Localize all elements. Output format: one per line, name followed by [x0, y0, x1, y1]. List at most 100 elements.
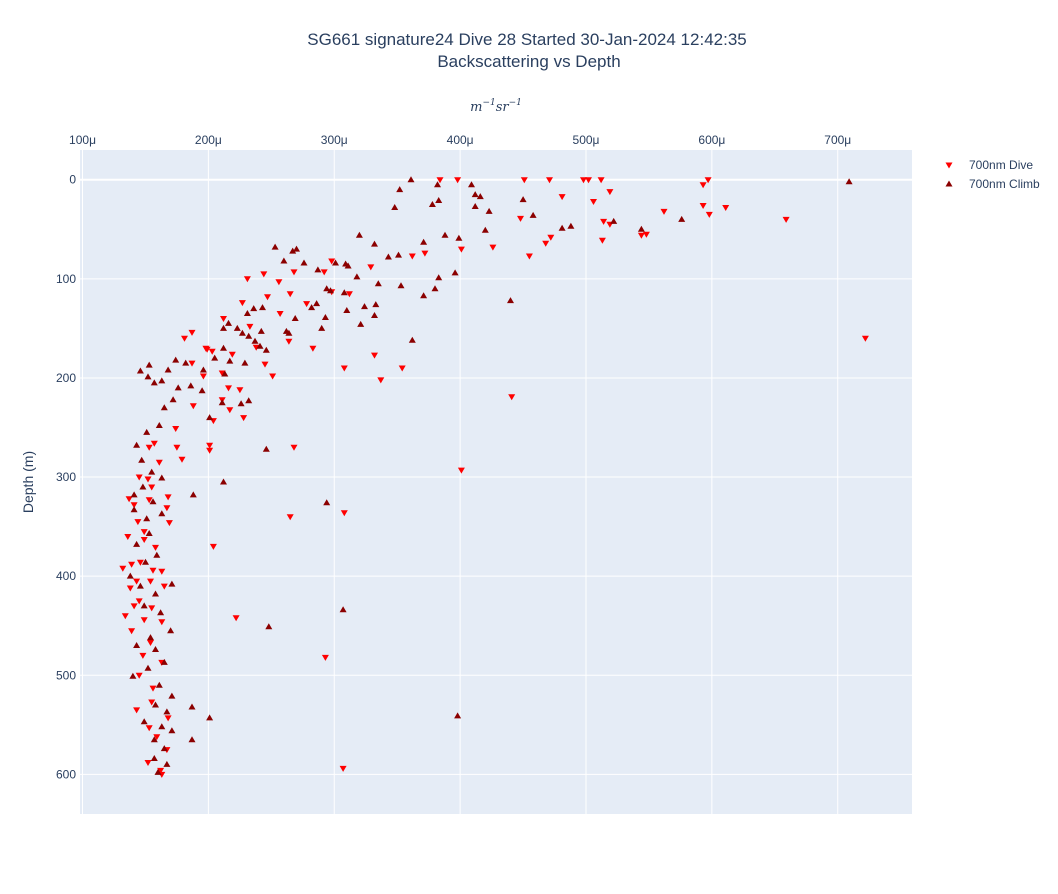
climb-point[interactable]: [220, 324, 227, 331]
dive-point[interactable]: [139, 652, 147, 659]
climb-point[interactable]: [136, 582, 144, 589]
dive-point[interactable]: [147, 578, 154, 585]
dive-point[interactable]: [208, 348, 216, 355]
climb-point[interactable]: [455, 234, 463, 241]
dive-point[interactable]: [517, 215, 524, 222]
climb-point[interactable]: [420, 238, 428, 245]
climb-point[interactable]: [136, 367, 144, 374]
dive-point[interactable]: [206, 447, 214, 454]
climb-point[interactable]: [160, 404, 168, 411]
dive-point[interactable]: [585, 177, 592, 184]
climb-point[interactable]: [145, 361, 153, 368]
dive-point[interactable]: [152, 544, 159, 551]
climb-point[interactable]: [428, 201, 436, 207]
dive-point[interactable]: [144, 476, 152, 483]
climb-point[interactable]: [163, 708, 171, 715]
dive-point[interactable]: [150, 440, 158, 447]
climb-point[interactable]: [271, 243, 279, 250]
climb-point[interactable]: [188, 736, 196, 743]
dive-point[interactable]: [203, 346, 211, 353]
climb-point[interactable]: [361, 303, 368, 310]
climb-point[interactable]: [371, 240, 378, 247]
legend[interactable]: 700nm Dive 700nm Climb: [945, 158, 1041, 191]
dive-point[interactable]: [290, 444, 298, 451]
climb-point[interactable]: [262, 346, 270, 353]
climb-point[interactable]: [323, 499, 331, 506]
dive-point[interactable]: [178, 456, 186, 463]
climb-point[interactable]: [468, 181, 475, 188]
dive-point[interactable]: [148, 699, 156, 706]
dive-point[interactable]: [130, 603, 138, 610]
climb-point[interactable]: [374, 280, 382, 287]
dive-point[interactable]: [547, 234, 555, 241]
climb-point[interactable]: [435, 197, 443, 203]
dive-point[interactable]: [209, 543, 217, 550]
climb-point[interactable]: [396, 186, 404, 193]
climb-point[interactable]: [280, 257, 288, 264]
climb-point[interactable]: [431, 285, 439, 292]
climb-point[interactable]: [153, 551, 161, 558]
climb-point[interactable]: [391, 204, 399, 210]
climb-point[interactable]: [168, 727, 176, 734]
climb-point[interactable]: [395, 251, 402, 258]
dive-point[interactable]: [238, 300, 246, 307]
climb-point[interactable]: [238, 329, 246, 336]
climb-point[interactable]: [188, 703, 196, 710]
climb-point[interactable]: [408, 336, 416, 343]
climb-point[interactable]: [476, 193, 484, 200]
climb-point[interactable]: [129, 672, 137, 679]
dive-point[interactable]: [188, 360, 196, 367]
climb-point[interactable]: [256, 342, 264, 349]
dive-point[interactable]: [135, 474, 143, 481]
climb-point[interactable]: [332, 259, 339, 266]
climb-point[interactable]: [519, 196, 527, 203]
climb-point[interactable]: [150, 379, 158, 386]
climb-point[interactable]: [152, 590, 159, 597]
climb-point[interactable]: [529, 211, 537, 218]
dive-point[interactable]: [436, 177, 444, 184]
dive-point[interactable]: [340, 510, 348, 517]
dive-point[interactable]: [264, 294, 271, 301]
dive-point[interactable]: [228, 351, 236, 358]
climb-point[interactable]: [189, 491, 197, 498]
dive-point[interactable]: [303, 301, 311, 308]
dive-point[interactable]: [542, 240, 550, 247]
climb-point[interactable]: [434, 181, 441, 188]
climb-point[interactable]: [218, 399, 226, 406]
dive-point[interactable]: [508, 394, 516, 401]
dive-point[interactable]: [134, 519, 142, 526]
dive-point[interactable]: [286, 291, 294, 298]
climb-point[interactable]: [471, 191, 479, 198]
climb-point[interactable]: [300, 259, 308, 266]
dive-point[interactable]: [157, 767, 165, 774]
climb-point[interactable]: [257, 327, 265, 334]
climb-point[interactable]: [321, 314, 329, 320]
climb-point[interactable]: [139, 483, 147, 490]
dive-point[interactable]: [861, 335, 869, 342]
climb-point[interactable]: [637, 225, 645, 232]
dive-point[interactable]: [276, 311, 284, 317]
climb-point[interactable]: [148, 468, 156, 475]
climb-point[interactable]: [206, 414, 214, 421]
dive-point[interactable]: [699, 203, 707, 209]
climb-point[interactable]: [169, 396, 177, 403]
climb-point[interactable]: [150, 755, 158, 761]
climb-point[interactable]: [262, 445, 270, 452]
dive-point[interactable]: [345, 291, 353, 298]
climb-point[interactable]: [225, 319, 232, 326]
dive-point[interactable]: [600, 218, 608, 225]
climb-point[interactable]: [164, 366, 172, 373]
climb-point[interactable]: [154, 768, 162, 775]
dive-point[interactable]: [699, 182, 707, 189]
dive-point[interactable]: [164, 715, 172, 722]
climb-point[interactable]: [172, 356, 180, 363]
climb-point[interactable]: [160, 745, 168, 752]
dive-point[interactable]: [546, 177, 553, 184]
climb-point[interactable]: [174, 384, 182, 391]
legend-item-climb[interactable]: 700nm Climb: [945, 177, 1041, 191]
climb-point[interactable]: [678, 215, 686, 222]
dive-point[interactable]: [520, 177, 528, 184]
dive-point[interactable]: [130, 502, 138, 509]
climb-point[interactable]: [567, 222, 575, 229]
climb-point[interactable]: [160, 658, 168, 665]
